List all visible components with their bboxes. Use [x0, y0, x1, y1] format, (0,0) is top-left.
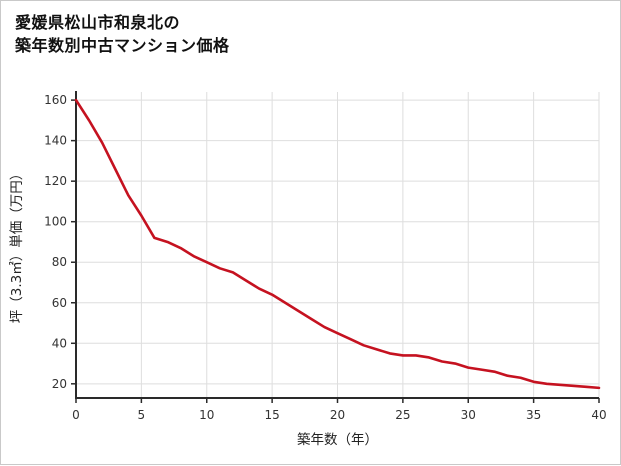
x-tick-label: 10: [199, 408, 214, 422]
x-axis-label: 築年数（年）: [297, 432, 378, 448]
y-tick-label: 100: [44, 215, 67, 229]
y-tick-label: 20: [52, 377, 67, 391]
y-tick-label: 40: [52, 336, 67, 350]
x-tick-label: 15: [264, 408, 279, 422]
x-tick-label: 40: [591, 408, 606, 422]
y-axis-label: 坪（3.3㎡）単価（万円）: [9, 167, 25, 323]
chart-title-line1: 愛媛県松山市和泉北の: [15, 13, 181, 32]
chart-title-line2: 築年数別中古マンション価格: [15, 36, 230, 56]
price-line-series: [74, 98, 601, 390]
x-tick-label: 25: [395, 408, 410, 422]
x-tick-label: 5: [138, 408, 146, 422]
x-tick-label: 30: [461, 408, 476, 422]
chart-title: 愛媛県松山市和泉北の 築年数別中古マンション価格: [15, 11, 230, 57]
y-tick-label: 60: [52, 296, 67, 310]
y-tick-label: 160: [44, 93, 67, 107]
x-tick-label: 0: [72, 408, 80, 422]
y-tick-label: 80: [52, 255, 67, 269]
x-tick-label: 20: [330, 408, 345, 422]
y-tick-label: 140: [44, 134, 67, 148]
y-tick-label: 120: [44, 174, 67, 188]
x-tick-label: 35: [526, 408, 541, 422]
price-line-chart: 20 40 60 80 100 120 140 160 0 5 10 15 20 25 30 35 40 築年数（…: [9, 91, 607, 448]
